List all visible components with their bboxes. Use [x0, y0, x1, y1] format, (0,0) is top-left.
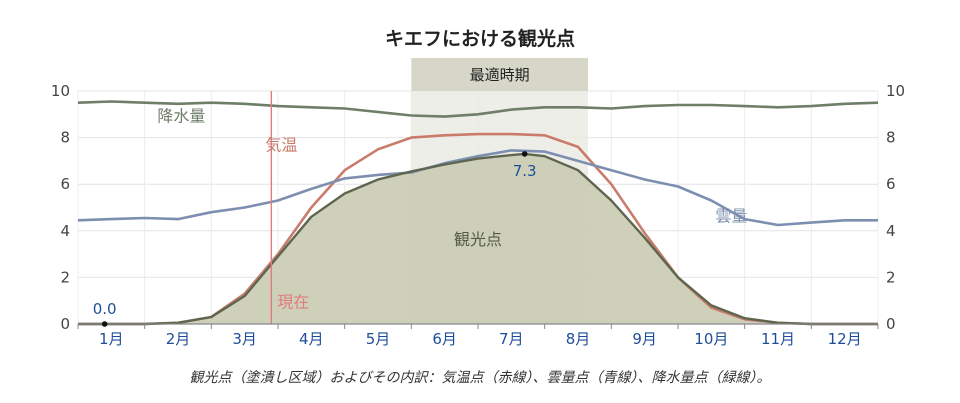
x-tick-label: 12月 — [828, 330, 862, 348]
x-tick-label: 9月 — [632, 330, 657, 348]
temperature-label: 気温 — [265, 135, 297, 154]
x-tick-label: 3月 — [232, 330, 257, 348]
tourism-score-line — [78, 152, 878, 326]
score-fill-area — [78, 153, 878, 324]
y-tick-label-right: 0 — [886, 315, 896, 333]
y-tick-label-left: 2 — [60, 268, 70, 286]
chart-caption: 観光点（塗潰し区域）およびその内訳：気温点（赤線）、雲量点（青線）、降水量点（緑… — [190, 370, 771, 386]
y-tick-label-right: 4 — [886, 222, 896, 240]
annotation-point — [521, 151, 528, 157]
score-lines — [77, 100, 879, 326]
x-tick-label: 8月 — [566, 330, 591, 348]
x-axis: 1月 2月 3月 4月 5月 6月 7月 8月 9月 10月 11月 12月 — [77, 323, 879, 348]
today-label: 現在 — [277, 293, 309, 312]
cloud-line — [77, 149, 878, 227]
y-tick-label-right: 10 — [886, 82, 905, 100]
y-axis: 0 0 2 2 4 4 6 6 8 8 10 10 — [51, 82, 905, 333]
temperature-line — [78, 132, 878, 326]
x-tick-label: 10月 — [694, 330, 728, 348]
y-tick-label-left: 10 — [51, 82, 70, 100]
x-tick-label: 6月 — [432, 330, 457, 348]
y-tick-label-right: 8 — [886, 129, 896, 147]
y-tick-label-left: 0 — [60, 315, 70, 333]
tourism-score-label: 観光点 — [454, 230, 502, 249]
point-annotations: 7.3 0.0 — [93, 151, 537, 327]
x-tick-label: 11月 — [761, 330, 795, 348]
today-marker: 現在 — [270, 91, 309, 324]
chart-title: キエフにおける観光点 — [385, 27, 575, 50]
y-tick-label-left: 6 — [60, 175, 70, 193]
x-tick-label: 1月 — [99, 330, 124, 348]
y-tick-label-left: 4 — [60, 222, 70, 240]
best-period-header — [411, 58, 588, 91]
cloud-label: 雲量 — [715, 206, 747, 225]
best-period-label: 最適時期 — [470, 66, 530, 84]
x-tick-label: 7月 — [499, 330, 524, 348]
tourism-score-area — [78, 153, 878, 324]
y-tick-label-right: 6 — [886, 175, 896, 193]
annotation-value: 0.0 — [93, 300, 117, 318]
annotation-point — [101, 321, 108, 327]
precipitation-label: 降水量 — [157, 106, 205, 125]
x-tick-label: 5月 — [366, 330, 391, 348]
x-tick-label: 4月 — [299, 330, 324, 348]
y-tick-label-right: 2 — [886, 268, 896, 286]
annotation-value: 7.3 — [513, 162, 537, 180]
y-tick-label-left: 8 — [60, 129, 70, 147]
precipitation-line — [77, 100, 879, 118]
x-tick-label: 2月 — [166, 330, 191, 348]
